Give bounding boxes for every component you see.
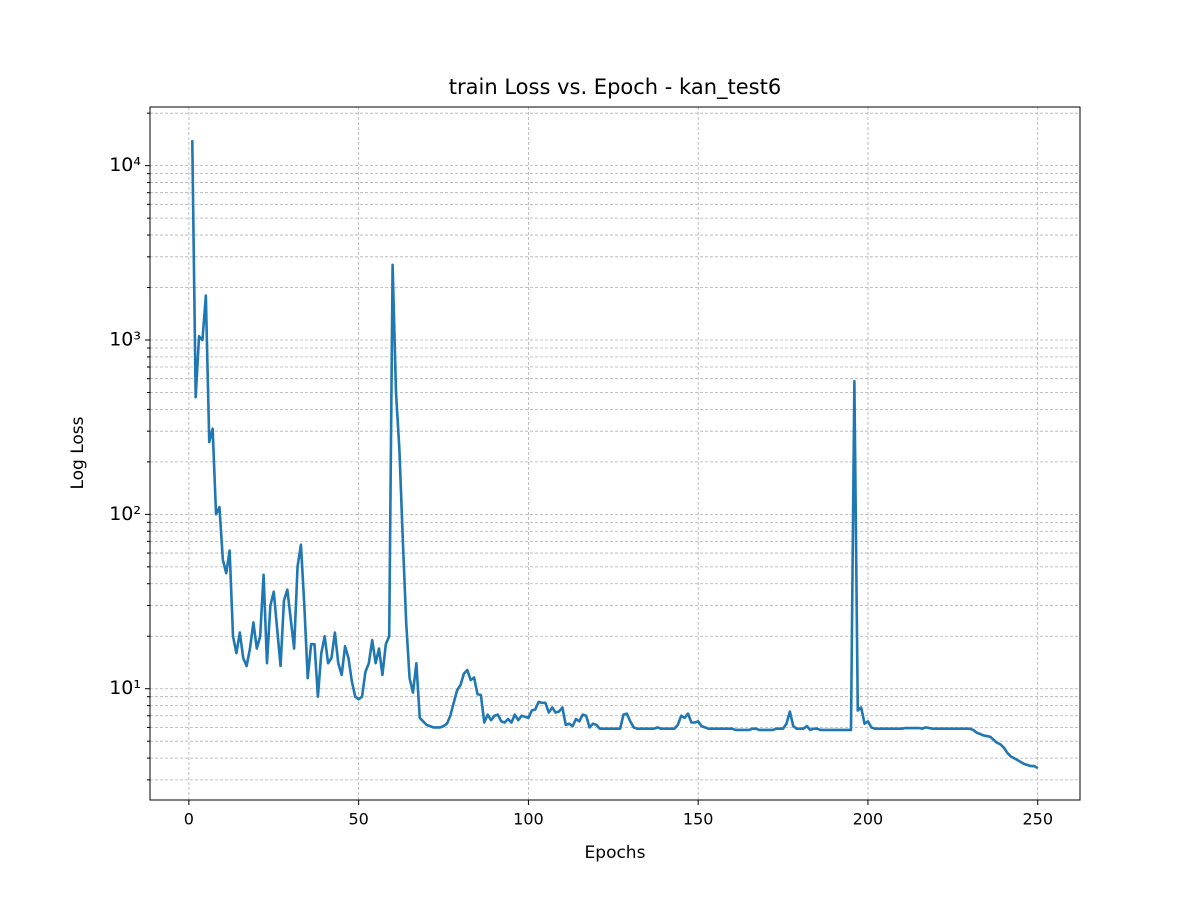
x-tick-label: 250 bbox=[1022, 810, 1053, 829]
x-tick-label: 50 bbox=[348, 810, 368, 829]
x-tick-label: 150 bbox=[683, 810, 714, 829]
y-tick-label: 10¹ bbox=[109, 677, 141, 699]
x-tick-label: 0 bbox=[184, 810, 194, 829]
x-axis-label: Epochs bbox=[585, 843, 646, 863]
y-tick-label: 10² bbox=[109, 503, 141, 525]
plot-frame bbox=[149, 106, 1081, 801]
y-axis-label: Log Loss bbox=[68, 416, 88, 489]
data-line bbox=[190, 140, 1039, 770]
chart-title: train Loss vs. Epoch - kan_test6 bbox=[449, 75, 781, 100]
x-tick-label: 200 bbox=[853, 810, 884, 829]
y-tick-label: 10³ bbox=[109, 329, 141, 351]
x-tick-label: 100 bbox=[513, 810, 544, 829]
y-tick-label: 10⁴ bbox=[109, 154, 141, 176]
